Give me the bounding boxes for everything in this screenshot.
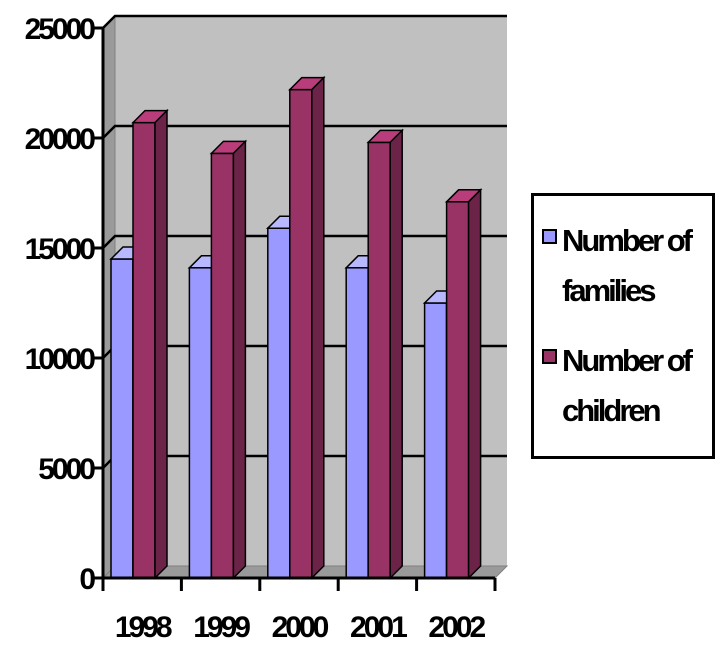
bar-children-2000: [289, 88, 313, 579]
bar-side-children-1998: [154, 108, 168, 580]
gridline: [102, 14, 507, 29]
legend-label-families: Number of families: [562, 223, 693, 308]
y-tick-label: 0: [79, 563, 95, 596]
bar-side-children-2001: [389, 128, 403, 580]
bar-side-children-2002: [467, 187, 482, 580]
x-tick-label: 1999: [193, 611, 250, 644]
legend-swatch-families: [542, 229, 557, 244]
bar-families-1998: [110, 258, 134, 579]
legend-swatch-children: [542, 349, 557, 364]
y-tick-label: 10000: [25, 343, 96, 376]
legend-item-families: Number of families: [542, 216, 710, 316]
y-tick-labels: 0 5000 10000 15000 20000 25000: [25, 13, 99, 596]
x-tick-label: 2002: [428, 611, 485, 644]
y-tick-label: 20000: [25, 123, 96, 156]
bar-families-2002: [423, 302, 448, 579]
x-tick-label: 2001: [350, 611, 407, 644]
bar-side-children-2000: [311, 75, 325, 580]
bars: [109, 75, 483, 580]
axes: [94, 26, 497, 591]
y-tick-label: 15000: [25, 233, 96, 266]
bar-children-1998: [132, 121, 156, 579]
bar-families-1999: [188, 267, 213, 579]
x-tick-label: 1998: [115, 611, 172, 644]
x-tick-labels: 1998 1999 2000 2001 2002: [115, 611, 489, 644]
bar-side-children-1999: [232, 139, 247, 580]
bar-families-2000: [267, 227, 291, 579]
legend-item-children: Number of children: [542, 336, 710, 436]
gridline: [102, 124, 507, 139]
legend: Number of families Number of children: [531, 193, 715, 459]
x-tick-label: 2000: [272, 611, 329, 644]
bar-families-2001: [345, 267, 369, 579]
y-tick-label: 25000: [25, 13, 96, 46]
bar-children-1999: [210, 152, 235, 579]
bar-children-2001: [367, 141, 391, 579]
bar-children-2002: [445, 201, 470, 579]
y-tick-label: 5000: [38, 453, 95, 486]
legend-label-children: Number of children: [562, 343, 693, 428]
